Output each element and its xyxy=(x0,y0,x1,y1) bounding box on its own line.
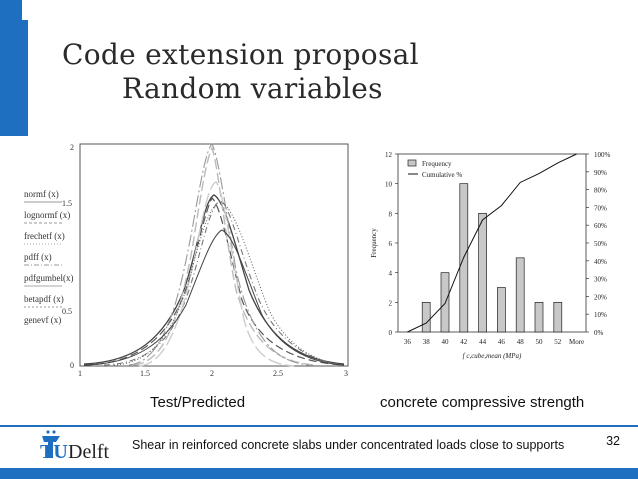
curve-lognormf xyxy=(83,197,345,366)
page-number: 32 xyxy=(606,434,620,448)
pdf-xlabel: x xyxy=(210,377,214,380)
y2-tick-label: 60% xyxy=(594,222,607,230)
legend-swatch-frequency xyxy=(407,159,417,167)
pdf-axes-frame xyxy=(79,143,349,367)
caption-concrete-strength: concrete compressive strength xyxy=(380,394,585,411)
y-tick-label: 2 xyxy=(389,299,393,307)
title-line-1: Code extension proposal xyxy=(62,38,419,71)
y2-tick-label: 10% xyxy=(594,311,607,319)
histogram-xlabel: f c,cube,mean (MPa) xyxy=(463,352,522,360)
pdf-xtick: 2 xyxy=(210,369,214,378)
pdf-ytick: 2 xyxy=(70,143,74,152)
footer-rule xyxy=(0,425,638,427)
y-tick-label: 10 xyxy=(385,181,393,189)
y-tick-label: 12 xyxy=(385,151,393,159)
pdf-plot-svg: normf (x) lognormf (x) frechetf (x) pdff… xyxy=(24,143,349,386)
pdf-xtick: 1 xyxy=(78,369,82,378)
pdf-ytick: 1.5 xyxy=(62,199,72,208)
curve-betapdf xyxy=(138,181,295,367)
tudelft-logo: TU Delft xyxy=(38,430,124,464)
pdf-ytick: 0.5 xyxy=(62,307,72,316)
caption-test-predicted: Test/Predicted xyxy=(150,394,246,411)
logo-delft: Delft xyxy=(68,441,110,463)
histogram-bar xyxy=(515,257,525,333)
pdf-xtick: 3 xyxy=(344,369,348,378)
footer-text: Shear in reinforced concrete slabs under… xyxy=(132,438,565,452)
x-tick-label: 48 xyxy=(517,338,525,346)
legend-label-cumulative: Cumulative % xyxy=(422,171,462,179)
histogram-bar xyxy=(497,287,506,333)
legend-pdfgumbel: pdfgumbel(x) xyxy=(24,273,74,283)
accent-bar xyxy=(0,0,28,136)
tudelft-logo-mark: TU Delft xyxy=(40,430,110,463)
y-tick-label: 8 xyxy=(389,210,393,218)
x-tick-label: More xyxy=(569,338,584,346)
pdf-x-ticks: 1 1.5 2 2.5 3 xyxy=(78,369,348,378)
pdf-plot: normf (x) lognormf (x) frechetf (x) pdff… xyxy=(14,140,354,386)
legend-betapdf: betapdf (x) xyxy=(24,294,64,304)
histogram-bar xyxy=(478,212,487,333)
x-tick-label: 40 xyxy=(442,338,450,346)
x-tick-label: 38 xyxy=(423,338,431,346)
histogram-plot: 0246810120%10%20%30%40%50%60%70%80%90%10… xyxy=(370,151,611,360)
y2-tick-label: 90% xyxy=(594,169,607,177)
pdf-xtick: 2.5 xyxy=(273,369,283,378)
y2-tick-label: 50% xyxy=(594,240,607,248)
curve-genevf xyxy=(113,201,345,366)
pdf-curves xyxy=(83,143,345,367)
histogram-bar xyxy=(553,301,563,333)
pdf-legend: normf (x) lognormf (x) frechetf (x) pdff… xyxy=(24,189,74,325)
footer-bar xyxy=(0,468,638,479)
y2-tick-label: 80% xyxy=(594,187,607,195)
curve-pdff xyxy=(103,199,345,366)
curve-pdfgumbel xyxy=(128,143,310,366)
y2-tick-label: 0% xyxy=(594,329,604,337)
histogram-chart: 0 2 4 6 8 10 12 0% 10% 20% 30% 40% 50% 60% 70% 80% 90% 10… xyxy=(364,140,626,370)
title-line-2: Random variables xyxy=(122,72,383,105)
y2-tick-label: 70% xyxy=(594,204,607,212)
y2-tick-label: 20% xyxy=(594,293,607,301)
histogram-ylabel: Frequency xyxy=(370,228,378,258)
pdf-xtick: 1.5 xyxy=(140,369,150,378)
x-tick-label: 42 xyxy=(460,338,468,346)
x-tick-label: 52 xyxy=(554,338,562,346)
x-tick-label: 50 xyxy=(536,338,544,346)
y-tick-label: 4 xyxy=(389,270,393,278)
y2-tick-label: 100% xyxy=(594,151,611,159)
y2-tick-label: 30% xyxy=(594,276,607,284)
legend-label-frequency: Frequency xyxy=(422,160,452,168)
y2-tick-label: 40% xyxy=(594,258,607,266)
histogram-bar xyxy=(421,301,431,333)
x-tick-label: 36 xyxy=(404,338,412,346)
x-tick-label: 44 xyxy=(479,338,487,346)
legend-lognormf: lognormf (x) xyxy=(24,210,70,220)
accent-notch xyxy=(22,0,28,20)
y-tick-label: 0 xyxy=(389,329,393,337)
logo-tu: TU xyxy=(40,441,68,463)
pdf-y-ticks: 2 1.5 0.5 0 xyxy=(62,143,74,370)
legend-frechetf: frechetf (x) xyxy=(24,231,65,241)
x-tick-label: 46 xyxy=(498,338,506,346)
legend-pdff: pdff (x) xyxy=(24,252,52,262)
pdf-ytick: 0 xyxy=(70,361,74,370)
y-tick-label: 6 xyxy=(389,240,393,248)
cumulative-line xyxy=(407,153,577,333)
legend-genevf: genevf (x) xyxy=(24,315,61,325)
legend-normf: normf (x) xyxy=(24,189,59,199)
curve-normf xyxy=(83,194,345,365)
slide-title: Code extension proposal Random variables xyxy=(62,38,419,106)
histogram-bar xyxy=(534,301,544,333)
histogram-svg: 0246810120%10%20%30%40%50%60%70%80%90%10… xyxy=(370,151,611,360)
curve-extra xyxy=(83,229,345,366)
